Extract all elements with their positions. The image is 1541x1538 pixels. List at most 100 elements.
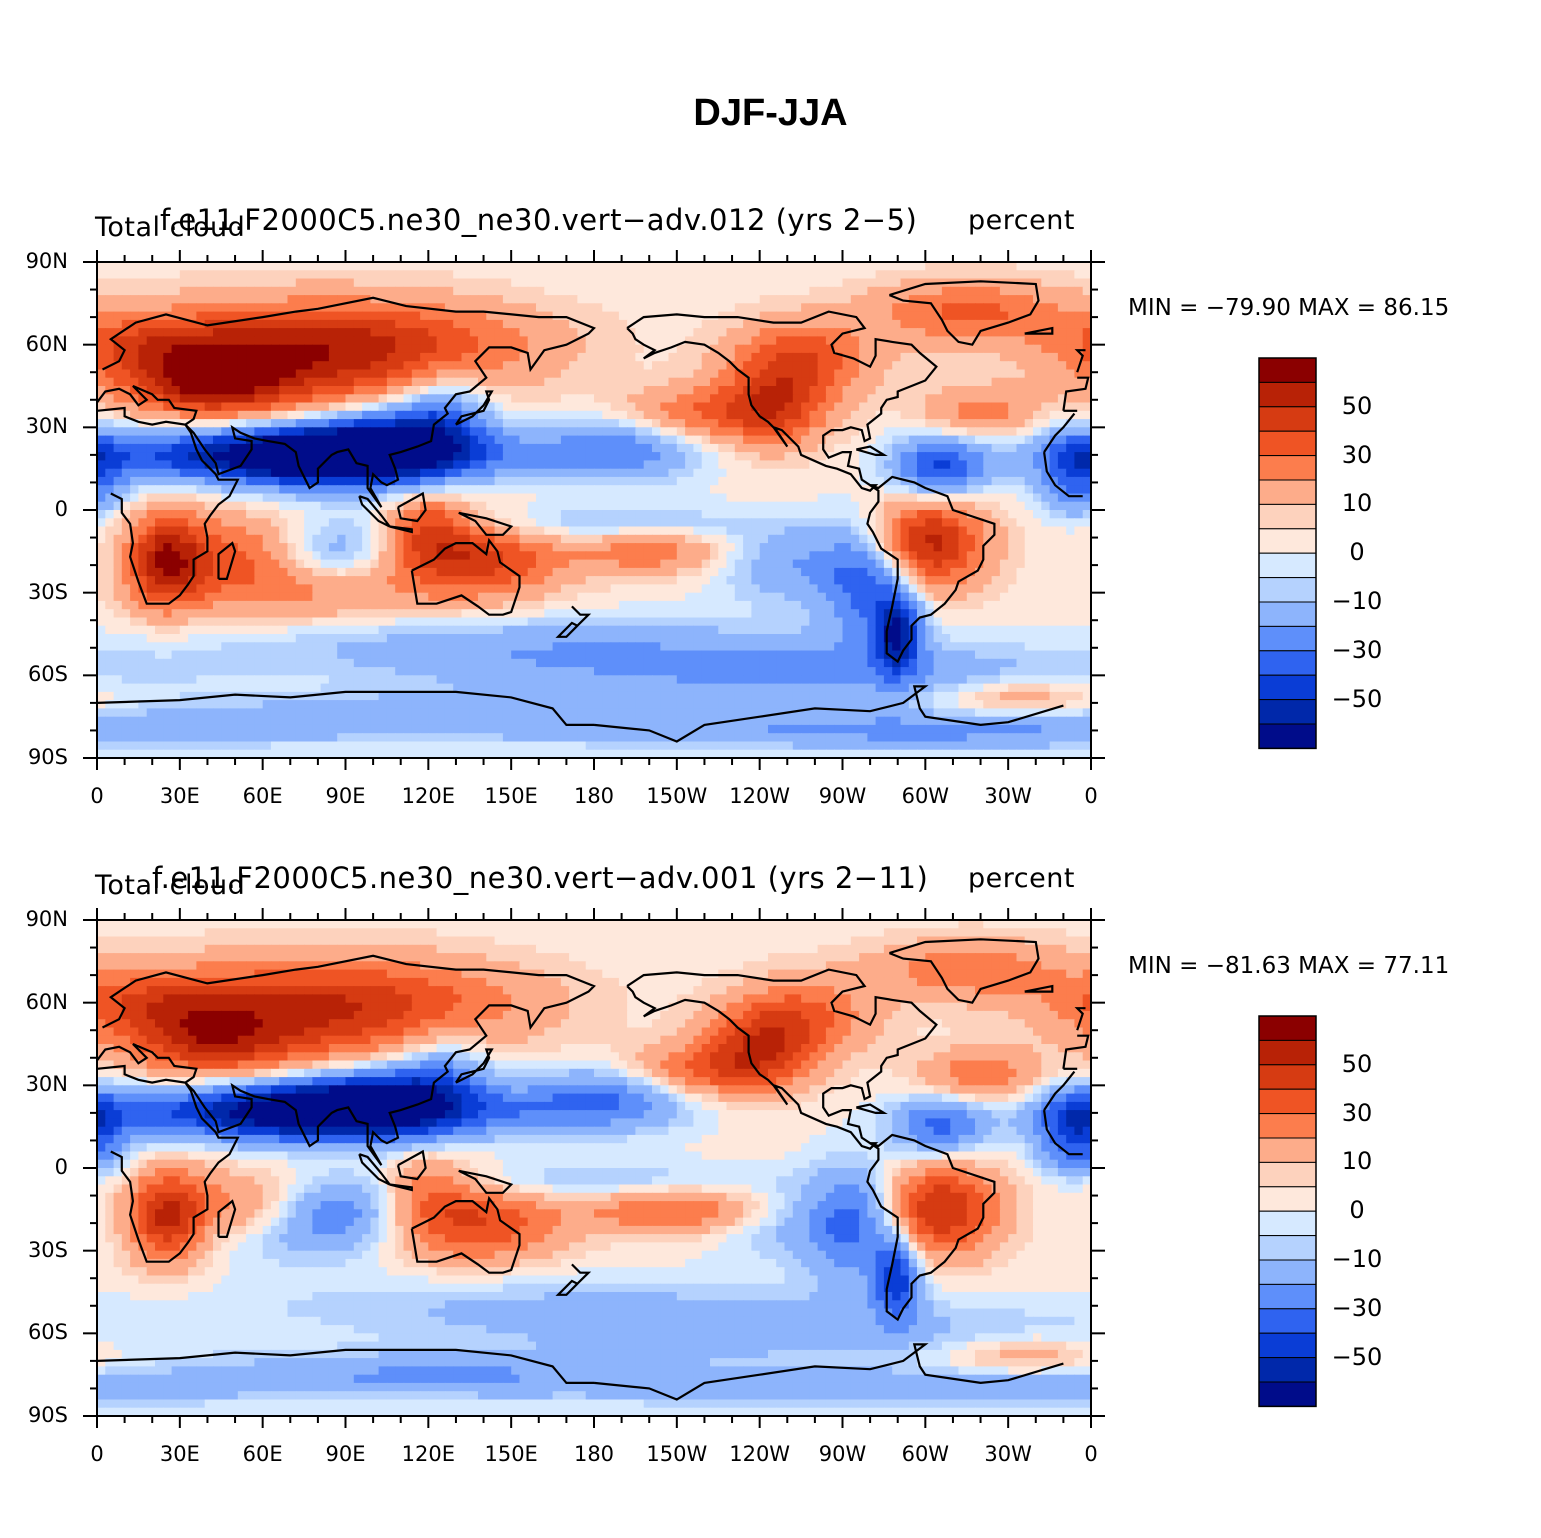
field-cell <box>121 394 131 404</box>
field-cell <box>1082 584 1091 594</box>
field-cell <box>660 352 670 362</box>
field-cell <box>652 377 661 387</box>
field-cell <box>353 584 363 594</box>
field-cell <box>892 419 902 428</box>
field-cell <box>221 468 231 478</box>
field-cell <box>602 476 612 486</box>
field-cell <box>453 361 463 371</box>
field-cell <box>97 386 106 395</box>
field-cell <box>395 518 405 528</box>
field-cell <box>196 286 206 296</box>
field-cell <box>204 427 214 437</box>
field-cell <box>718 377 728 387</box>
field-cell <box>395 427 405 437</box>
field-cell <box>237 394 247 404</box>
field-cell <box>544 419 554 428</box>
field-cell <box>983 270 993 280</box>
field-cell <box>834 551 844 561</box>
field-cell <box>842 576 852 585</box>
field-cell <box>196 443 206 453</box>
field-cell <box>428 443 438 453</box>
field-cell <box>958 501 968 511</box>
field-cell <box>734 270 744 280</box>
field-cell <box>337 493 347 503</box>
field-cell <box>718 361 728 371</box>
field-cell <box>685 344 694 354</box>
field-cell <box>494 600 504 610</box>
field-cell <box>618 419 628 428</box>
field-cell <box>776 526 786 536</box>
field-cell <box>97 584 106 594</box>
field-cell <box>1041 534 1051 544</box>
field-cell <box>254 402 264 412</box>
field-cell <box>983 543 993 552</box>
field-cell <box>552 278 562 288</box>
field-cell <box>875 278 885 288</box>
field-cell <box>138 344 148 354</box>
field-cell <box>627 410 636 420</box>
field-cell <box>370 518 380 528</box>
field-cell <box>627 419 636 428</box>
field-cell <box>188 443 197 453</box>
field-cell <box>552 485 562 495</box>
field-cell <box>312 311 322 321</box>
field-cell <box>834 476 844 486</box>
field-cell <box>734 369 744 379</box>
field-cell <box>295 336 305 346</box>
field-cell <box>478 319 487 329</box>
field-cell <box>196 295 206 304</box>
field-cell <box>594 328 603 337</box>
field-cell <box>892 328 902 337</box>
field-cell <box>1033 344 1042 354</box>
field-cell <box>411 576 421 585</box>
field-cell <box>917 386 926 395</box>
field-cell <box>991 328 1001 337</box>
field-cell <box>560 476 570 486</box>
field-cell <box>734 377 744 387</box>
field-cell <box>1082 402 1091 412</box>
field-cell <box>618 427 628 437</box>
field-cell <box>585 510 595 519</box>
field-cell <box>552 567 562 577</box>
field-cell <box>668 319 678 329</box>
field-cell <box>668 485 678 495</box>
field-cell <box>461 526 471 536</box>
field-cell <box>693 303 703 313</box>
field-cell <box>262 352 272 362</box>
field-cell <box>751 369 761 379</box>
field-cell <box>138 559 148 569</box>
field-cell <box>892 551 902 561</box>
field-cell <box>660 303 670 313</box>
field-cell <box>668 303 678 313</box>
field-cell <box>718 394 728 404</box>
field-cell <box>999 526 1009 536</box>
field-cell <box>171 600 181 610</box>
field-cell <box>370 468 380 478</box>
field-cell <box>817 485 827 495</box>
field-cell <box>188 493 197 503</box>
field-cell <box>395 576 405 585</box>
field-cell <box>718 452 728 461</box>
field-cell <box>776 270 786 280</box>
field-cell <box>469 295 479 304</box>
field-cell <box>436 295 446 304</box>
field-cell <box>850 262 860 271</box>
field-cell <box>544 328 554 337</box>
field-cell <box>776 592 786 602</box>
field-cell <box>444 377 454 387</box>
field-cell <box>618 600 628 610</box>
field-cell <box>1057 576 1067 585</box>
field-cell <box>362 435 371 445</box>
field-cell <box>594 592 603 602</box>
field-cell <box>908 518 918 528</box>
field-cell <box>1024 592 1034 602</box>
field-cell <box>1024 394 1034 404</box>
field-cell <box>660 278 670 288</box>
field-cell <box>519 567 529 577</box>
field-cell <box>511 584 521 594</box>
field-cell <box>270 534 280 544</box>
field-cell <box>933 262 943 271</box>
field-cell <box>544 567 554 577</box>
field-cell <box>138 361 148 371</box>
field-cell <box>1033 270 1042 280</box>
